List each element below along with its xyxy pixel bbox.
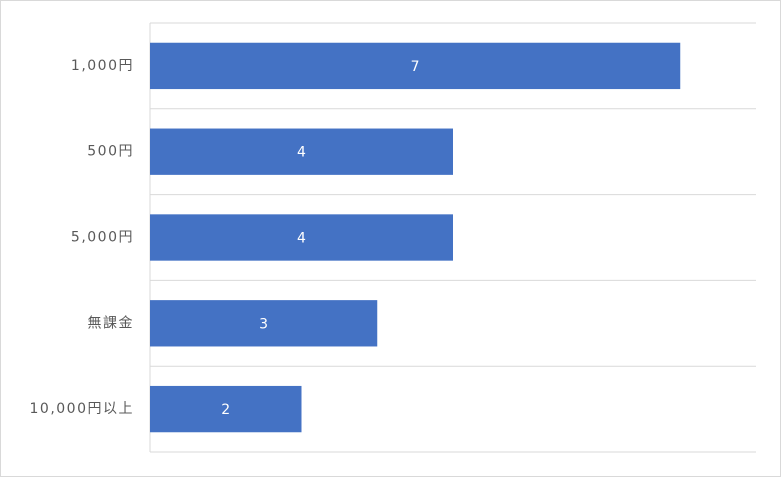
y-tick-label: 1,000円	[71, 58, 134, 74]
data-label: 3	[259, 316, 268, 332]
data-label: 4	[297, 231, 306, 247]
bar	[150, 128, 453, 175]
y-tick-label: 10,000円以上	[30, 401, 135, 417]
y-tick-label: 無課金	[88, 315, 135, 331]
data-label: 2	[221, 402, 230, 418]
bar	[150, 214, 453, 261]
data-label: 4	[297, 145, 306, 161]
data-label: 7	[411, 59, 420, 75]
bar	[150, 42, 681, 90]
bar	[150, 300, 378, 347]
y-tick-label: 500円	[87, 144, 134, 160]
bar	[150, 385, 302, 433]
y-tick-label: 5,000円	[71, 230, 134, 246]
